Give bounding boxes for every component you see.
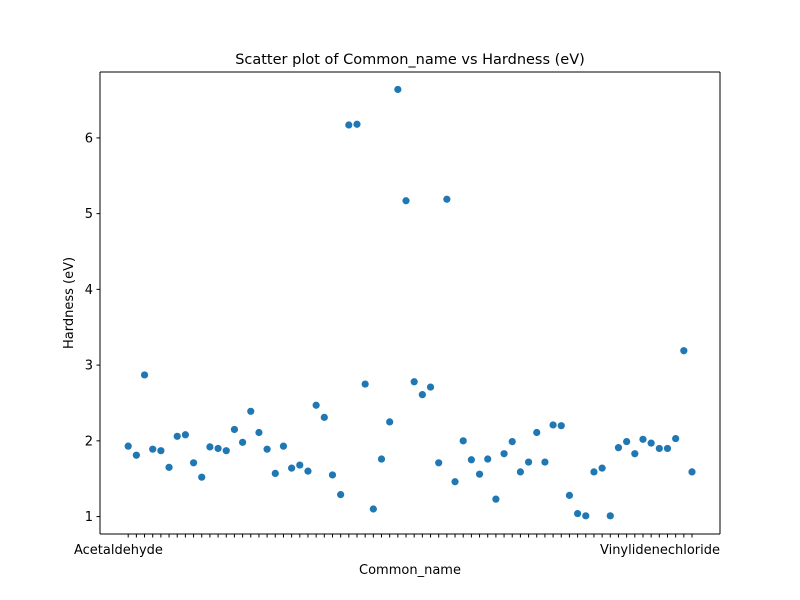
data-point xyxy=(639,435,647,443)
data-point xyxy=(353,120,361,128)
data-point xyxy=(206,443,214,451)
data-point xyxy=(165,463,173,471)
chart-title: Scatter plot of Common_name vs Hardness … xyxy=(235,52,585,68)
data-point xyxy=(672,434,680,443)
data-point xyxy=(157,447,165,455)
data-point xyxy=(508,438,516,446)
data-point xyxy=(247,407,255,415)
data-point xyxy=(304,467,312,475)
data-point xyxy=(230,425,239,434)
data-point xyxy=(435,459,443,467)
data-point xyxy=(263,445,271,453)
data-point xyxy=(516,468,525,476)
data-point xyxy=(663,444,672,453)
data-point xyxy=(222,447,230,455)
x-tick-label: Acetaldehyde xyxy=(74,543,163,558)
data-point xyxy=(410,378,418,386)
data-point xyxy=(557,422,565,430)
y-tick-label: 3 xyxy=(85,359,93,374)
data-point xyxy=(328,471,337,479)
x-axis-ticks: Acetaldehyde Vinylidenechloride xyxy=(74,534,720,558)
data-point xyxy=(484,455,492,463)
plot-area xyxy=(100,72,720,534)
x-tick-label: Vinylidenechloride xyxy=(600,543,720,558)
data-point xyxy=(345,121,353,129)
data-point xyxy=(606,512,614,520)
data-point xyxy=(467,456,475,464)
data-point xyxy=(533,428,541,437)
data-point xyxy=(173,432,181,440)
data-point xyxy=(394,85,402,94)
data-point xyxy=(443,195,451,203)
data-point xyxy=(680,347,688,355)
data-point xyxy=(598,464,606,472)
data-point xyxy=(369,505,377,513)
data-point xyxy=(451,478,459,486)
data-point xyxy=(500,450,508,458)
y-axis-ticks: 1 2 3 4 5 6 xyxy=(85,131,100,525)
data-point xyxy=(631,450,639,458)
data-point xyxy=(582,512,590,520)
data-point xyxy=(492,495,500,503)
data-point xyxy=(198,473,206,481)
data-point xyxy=(124,442,132,450)
data-point xyxy=(418,391,426,399)
data-point xyxy=(288,464,296,472)
data-point xyxy=(279,442,288,450)
data-point xyxy=(312,401,320,409)
y-tick-label: 2 xyxy=(85,434,93,449)
data-point xyxy=(132,451,140,459)
data-point xyxy=(361,380,369,388)
data-point xyxy=(271,469,279,478)
data-point xyxy=(459,437,467,445)
data-point xyxy=(386,418,394,426)
data-point xyxy=(524,458,533,466)
data-point xyxy=(181,431,189,439)
y-tick-label: 1 xyxy=(85,510,93,525)
data-point xyxy=(549,421,557,429)
data-point xyxy=(337,491,345,499)
y-tick-label: 5 xyxy=(85,207,93,222)
data-point xyxy=(475,470,484,478)
y-tick-label: 4 xyxy=(85,283,93,298)
data-point xyxy=(189,459,198,467)
y-tick-label: 6 xyxy=(85,131,93,146)
data-point xyxy=(296,461,304,469)
scatter-points xyxy=(124,85,696,520)
data-point xyxy=(214,444,222,453)
y-axis-label: Hardness (eV) xyxy=(62,257,77,349)
data-point xyxy=(426,383,435,391)
data-point xyxy=(688,468,696,476)
data-point xyxy=(614,444,623,452)
data-point xyxy=(402,197,410,205)
data-point xyxy=(377,455,386,463)
data-point xyxy=(655,444,663,453)
data-point xyxy=(541,458,549,466)
data-point xyxy=(565,491,574,499)
data-point xyxy=(149,445,157,453)
data-point xyxy=(238,438,247,446)
x-axis-label: Common_name xyxy=(359,563,461,578)
data-point xyxy=(590,468,598,476)
data-point xyxy=(574,509,582,518)
data-point xyxy=(647,439,655,447)
data-point xyxy=(255,428,263,437)
data-point xyxy=(140,371,149,379)
data-point xyxy=(623,438,631,446)
data-point xyxy=(320,413,328,421)
